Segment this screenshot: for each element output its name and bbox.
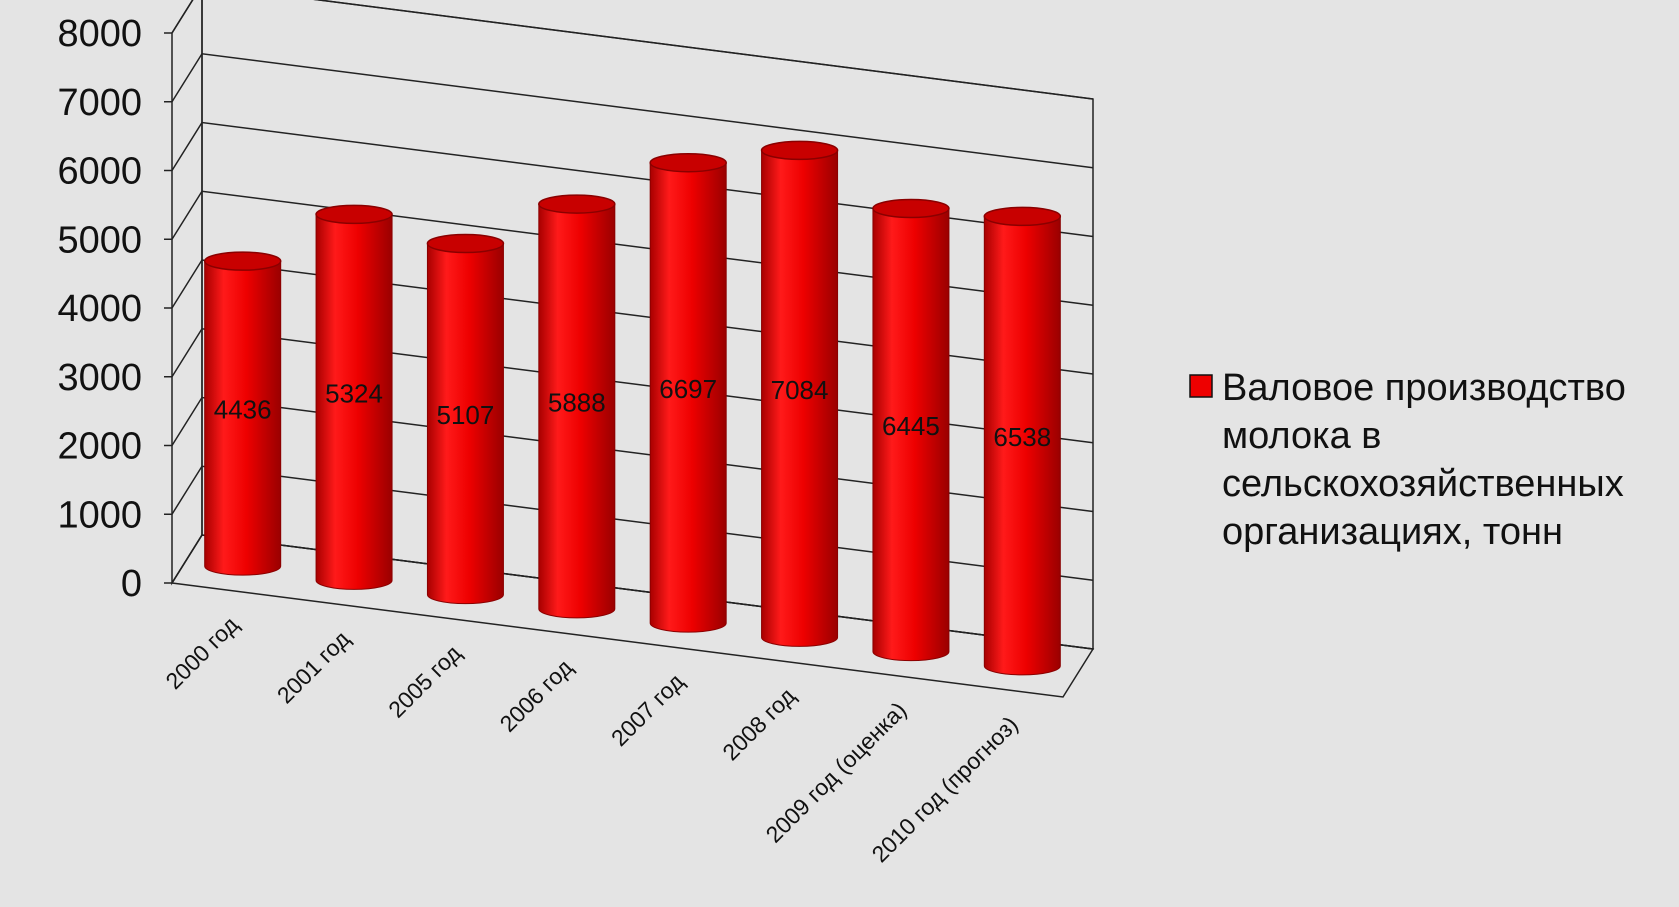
y-tick-label: 8000 bbox=[57, 13, 142, 55]
legend-line-1: Валовое производство bbox=[1222, 367, 1626, 409]
legend: Валовое производство молока в сельскохоз… bbox=[1189, 367, 1626, 553]
bar-body bbox=[983, 215, 1061, 676]
y-tick-label: 4000 bbox=[57, 288, 142, 330]
bar bbox=[203, 251, 282, 576]
bar-body bbox=[204, 260, 282, 576]
data-label: 5107 bbox=[437, 400, 495, 430]
gridline bbox=[171, 534, 1094, 650]
gridline bbox=[171, 190, 1094, 306]
chart-frame bbox=[170, 0, 1095, 698]
side-wall bbox=[171, 0, 203, 586]
data-label: 7084 bbox=[771, 375, 829, 405]
gridline bbox=[171, 259, 1094, 375]
y-tick-label: 5000 bbox=[57, 219, 142, 261]
bar-top bbox=[983, 206, 1062, 227]
bar-top bbox=[760, 140, 839, 161]
bars bbox=[203, 140, 1062, 676]
data-label: 5324 bbox=[325, 378, 383, 408]
data-label: 6445 bbox=[882, 411, 940, 441]
bar bbox=[315, 204, 393, 590]
bar-body bbox=[649, 162, 727, 633]
x-tick-label: 2005 год bbox=[383, 639, 466, 722]
gridline bbox=[171, 396, 1094, 513]
bar-top bbox=[649, 152, 727, 173]
bar bbox=[872, 198, 950, 662]
gridline bbox=[171, 121, 1094, 238]
y-tick-label: 6000 bbox=[57, 151, 142, 193]
bar bbox=[426, 233, 505, 605]
bar-body bbox=[315, 213, 393, 590]
bar-top bbox=[872, 198, 950, 219]
y-tick-label: 1000 bbox=[57, 494, 142, 536]
x-tick-label: 2007 год bbox=[606, 668, 689, 751]
bar bbox=[983, 206, 1062, 676]
bar bbox=[538, 194, 616, 619]
bar-top bbox=[426, 233, 505, 254]
data-label: 5888 bbox=[548, 387, 606, 417]
x-tick-label: 2000 год bbox=[160, 611, 243, 694]
bar bbox=[649, 152, 727, 633]
data-label: 6538 bbox=[993, 422, 1051, 452]
y-axis-ticks: 0 1000 2000 3000 4000 5000 6000 7000 8000 bbox=[57, 13, 142, 605]
x-tick-label: 2006 год bbox=[495, 654, 578, 737]
bar bbox=[760, 140, 839, 647]
x-tick-label: 2008 год bbox=[717, 682, 800, 765]
gridline bbox=[171, 0, 1094, 100]
x-tick-label: 2009 год (оценка) bbox=[761, 697, 912, 848]
gridline bbox=[171, 327, 1094, 444]
legend-line-3: сельскохозяйственных bbox=[1222, 463, 1624, 505]
data-label: 6697 bbox=[659, 374, 717, 404]
bar-body bbox=[426, 243, 504, 605]
bar-body bbox=[538, 203, 616, 619]
y-tick-label: 2000 bbox=[57, 426, 142, 468]
y-tick-label: 0 bbox=[121, 563, 142, 605]
y-tick-label: 3000 bbox=[57, 357, 142, 399]
legend-line-4: организациях, тонн bbox=[1222, 511, 1563, 553]
legend-line-2: молока в bbox=[1222, 415, 1382, 457]
gridline bbox=[171, 465, 1094, 581]
bar-top bbox=[203, 251, 282, 271]
data-labels: 4436 5324 5107 5888 6697 7084 6445 6538 bbox=[214, 374, 1051, 452]
y-tick-label: 7000 bbox=[57, 82, 142, 124]
x-tick-label: 2001 год bbox=[272, 625, 355, 708]
bar-top bbox=[315, 204, 393, 225]
gridline bbox=[171, 52, 1094, 169]
legend-swatch bbox=[1189, 374, 1213, 398]
bar-top bbox=[538, 194, 616, 214]
bar-body bbox=[761, 149, 839, 647]
bar-body bbox=[872, 208, 950, 662]
data-label: 4436 bbox=[214, 395, 272, 425]
gridlines bbox=[164, 0, 1094, 650]
